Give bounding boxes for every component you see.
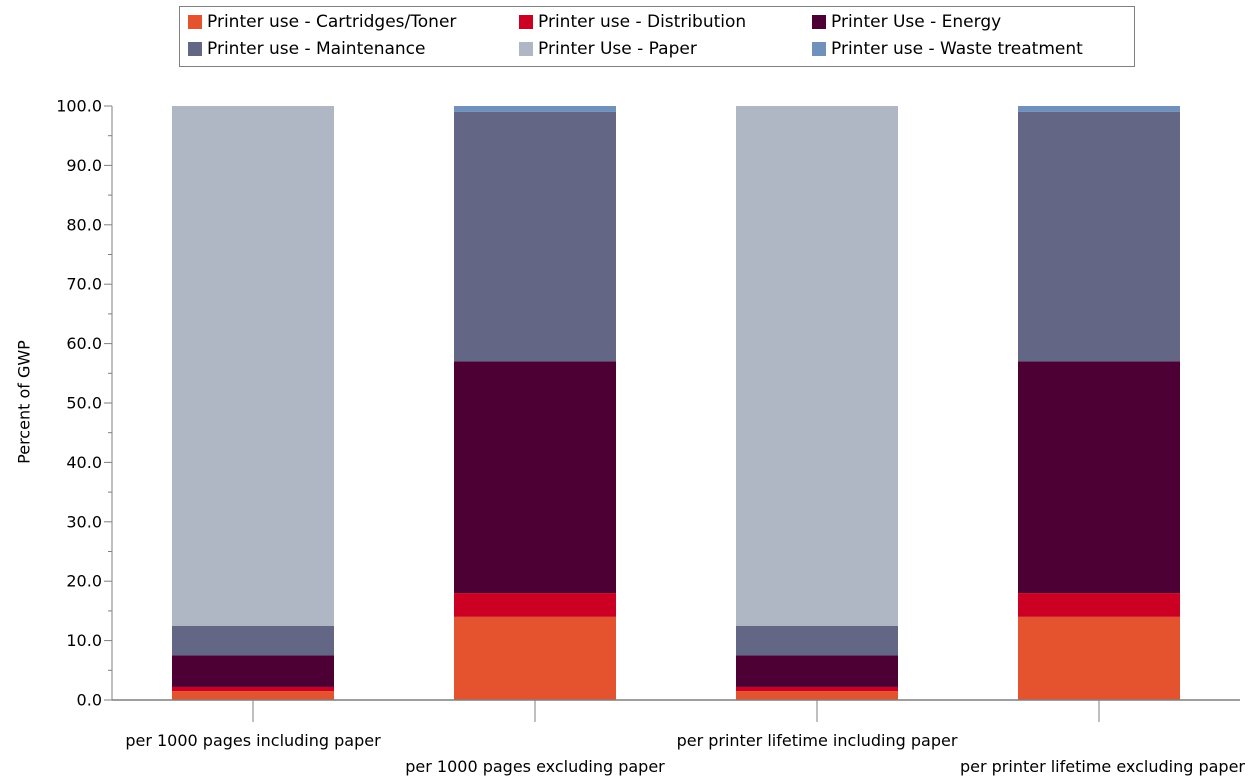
bar-segment: [454, 361, 616, 594]
bar-segment: [736, 686, 898, 692]
y-tick-label: 80.0: [66, 215, 102, 234]
y-tick-label: 30.0: [66, 512, 102, 531]
legend-item: Printer Use - Energy: [812, 12, 1001, 32]
legend-item: Printer use - Cartridges/Toner: [188, 12, 456, 32]
y-tick-label: 20.0: [66, 572, 102, 591]
bar-segment: [454, 616, 616, 700]
legend-label: Printer use - Cartridges/Toner: [207, 12, 457, 32]
bar-segment: [736, 655, 898, 687]
bar-segment: [454, 106, 616, 112]
y-tick-label: 0.0: [77, 691, 102, 710]
legend-swatch: [812, 15, 826, 29]
legend-swatch: [812, 42, 826, 56]
legend-item: Printer Use - Paper: [519, 39, 697, 59]
legend-label: Printer use - Distribution: [538, 12, 747, 32]
bar-segment: [1018, 361, 1180, 594]
x-tick-label: per printer lifetime including paper: [677, 731, 958, 750]
bar-segment: [1018, 593, 1180, 617]
bar-segment: [1018, 111, 1180, 362]
legend-label: Printer use - Maintenance: [207, 39, 426, 59]
legend-label: Printer Use - Energy: [831, 12, 1002, 32]
y-tick-label: 60.0: [66, 334, 102, 353]
bar-segment: [172, 106, 334, 626]
legend-item: Printer use - Maintenance: [188, 39, 425, 59]
y-tick-label: 50.0: [66, 394, 102, 413]
bar-segment: [454, 593, 616, 617]
bar-segment: [172, 686, 334, 692]
y-tick-label: 100.0: [56, 97, 102, 116]
bar-segment: [736, 106, 898, 626]
legend-label: Printer Use - Paper: [538, 39, 697, 59]
bar-segment: [454, 111, 616, 362]
legend-swatch: [188, 15, 202, 29]
y-tick-label: 40.0: [66, 453, 102, 472]
legend-item: Printer use - Waste treatment: [812, 39, 1083, 59]
bar-segment: [172, 691, 334, 700]
bar-segment: [736, 691, 898, 700]
bar-segment: [1018, 616, 1180, 700]
bar-segment: [172, 625, 334, 656]
legend-label: Printer use - Waste treatment: [831, 39, 1083, 59]
legend-swatch: [188, 42, 202, 56]
legend-swatch: [519, 42, 533, 56]
y-tick-label: 10.0: [66, 631, 102, 650]
y-tick-label: 70.0: [66, 275, 102, 294]
bar-segment: [172, 655, 334, 687]
x-tick-label: per 1000 pages including paper: [125, 731, 381, 750]
y-tick-label: 90.0: [66, 156, 102, 175]
legend: Printer use - Cartridges/Toner Printer us…: [179, 6, 1135, 67]
x-tick-label: per 1000 pages excluding paper: [405, 757, 665, 776]
bar-segment: [1018, 106, 1180, 112]
legend-item: Printer use - Distribution: [519, 12, 746, 32]
bar-segment: [736, 625, 898, 656]
x-tick-label: per printer lifetime excluding paper: [960, 757, 1245, 776]
legend-swatch: [519, 15, 533, 29]
